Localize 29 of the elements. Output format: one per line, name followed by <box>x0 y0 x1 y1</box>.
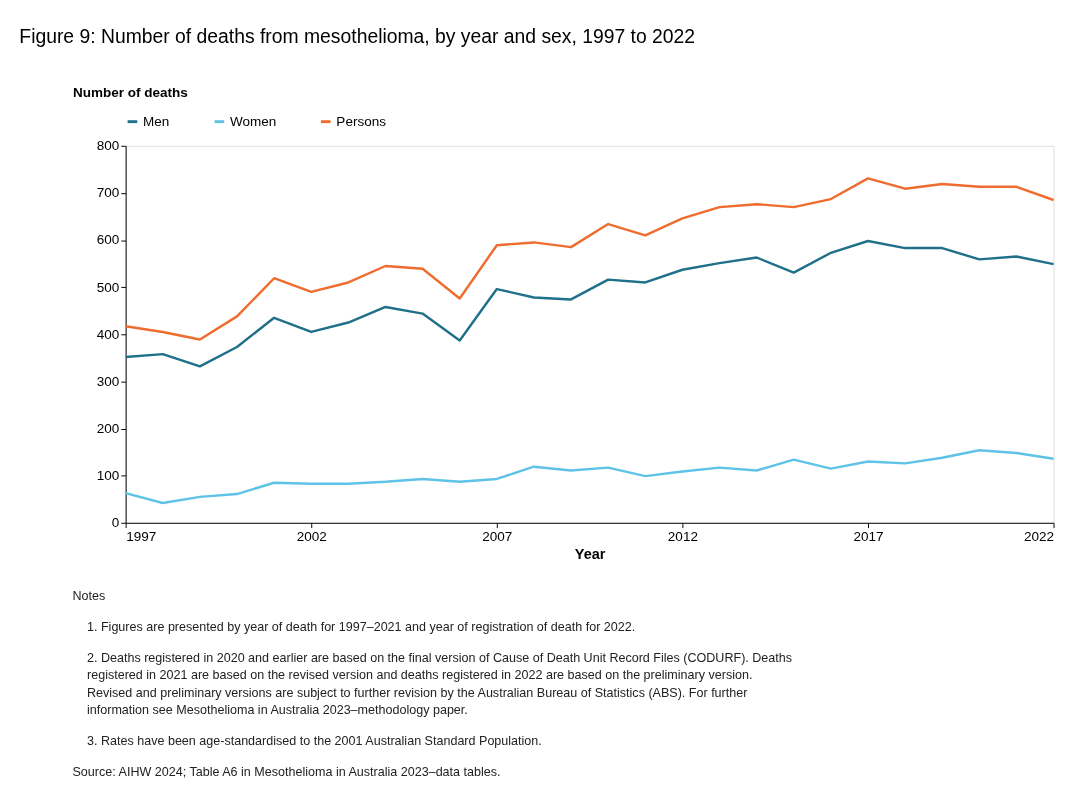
legend-label: Women <box>230 113 277 129</box>
x-tick-label: 2007 <box>482 528 513 544</box>
legend-label: Men <box>143 113 170 129</box>
legend-label: Persons <box>336 113 387 129</box>
text: 1. Figures are presented by year of death for 1997–2021 and year of registration of death for 2022. <box>86 620 636 635</box>
y-tick-label: 200 <box>96 420 120 436</box>
y-tick-label: 500 <box>96 279 120 295</box>
y-tick-label: 700 <box>96 185 120 201</box>
x-axis-title: Year <box>574 546 606 563</box>
text: Notes <box>72 589 106 604</box>
y-tick-label: 100 <box>96 468 120 484</box>
y-tick-label: 600 <box>96 232 120 248</box>
chart-title: Figure 9: Number of deaths from mesothelioma, by year and sex, 1997 to 2022 <box>19 26 696 48</box>
x-tick-label: 2002 <box>296 528 327 544</box>
source-note: Source: AIHW 2024; Table A6 in Mesothelioma in Australia 2023–data tables. <box>72 765 501 780</box>
y-tick-label: 0 <box>111 515 120 531</box>
x-tick-label: 2017 <box>853 528 884 544</box>
y-tick-label: 800 <box>96 138 120 154</box>
x-tick-label: 2012 <box>667 528 698 544</box>
y-tick-label: 400 <box>96 326 120 342</box>
text: 3. Rates have been age-standardised to the 2001 Australian Standard Population. <box>86 734 542 749</box>
line-series <box>124 449 1055 505</box>
line-series <box>124 239 1055 368</box>
line-series <box>124 177 1055 341</box>
y-tick-label: 300 <box>96 373 120 389</box>
text: 2. Deaths registered in 2020 and earlier are based on the final version of Cause of Death Unit Record Files (CODURF). Deaths registered in 2021 are based on the revised version and deaths registered in 2022 are based on the preliminary version. Revised and preliminary versions are subject to further revision by the Australian Bureau of Statistics (ABS). For further information see Mesothelioma in Australia 2023–methodology paper. <box>86 650 793 718</box>
x-tick-label: 2022 <box>1023 528 1055 544</box>
y-axis-title: Number of deaths <box>72 85 188 101</box>
x-tick-label: 1997 <box>126 528 157 544</box>
